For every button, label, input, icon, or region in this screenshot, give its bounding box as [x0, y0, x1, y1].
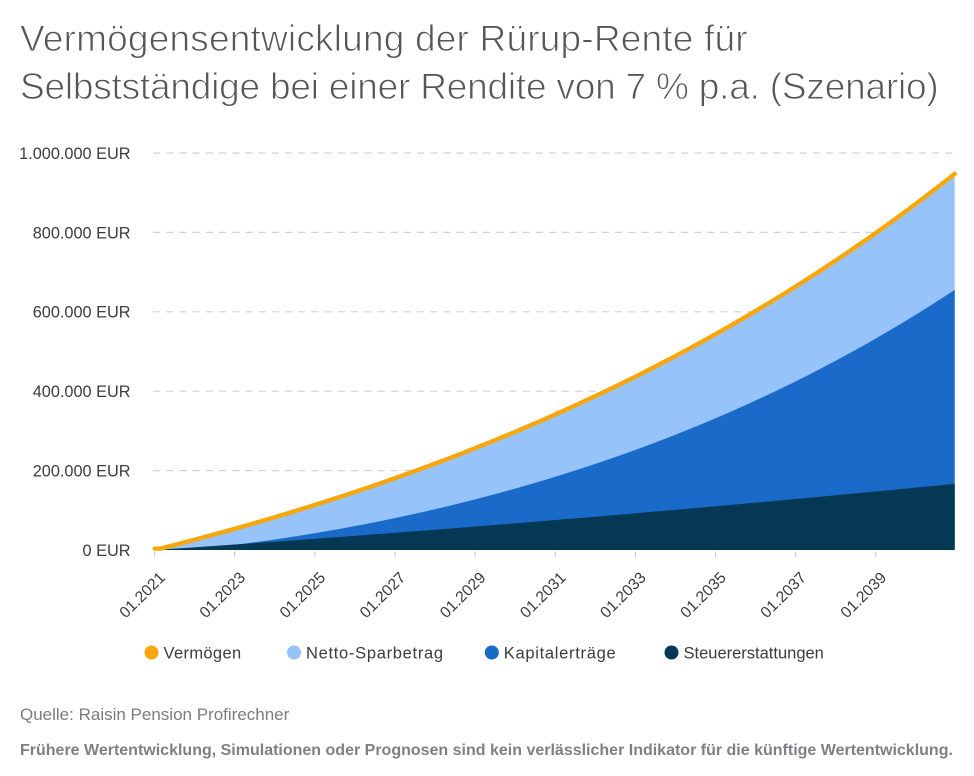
svg-text:600.000 EUR: 600.000 EUR [33, 304, 131, 322]
svg-text:Kapitalerträge: Kapitalerträge [504, 645, 617, 663]
svg-text:Vermögen: Vermögen [164, 645, 242, 663]
svg-text:1.000.000 EUR: 1.000.000 EUR [19, 145, 130, 163]
svg-text:200.000 EUR: 200.000 EUR [33, 463, 131, 481]
svg-text:800.000 EUR: 800.000 EUR [33, 224, 131, 242]
svg-text:400.000 EUR: 400.000 EUR [33, 383, 131, 401]
svg-text:Steuererstattungen: Steuererstattungen [684, 645, 824, 663]
svg-text:0 EUR: 0 EUR [83, 542, 131, 560]
svg-text:Netto-Sparbetrag: Netto-Sparbetrag [306, 645, 444, 663]
